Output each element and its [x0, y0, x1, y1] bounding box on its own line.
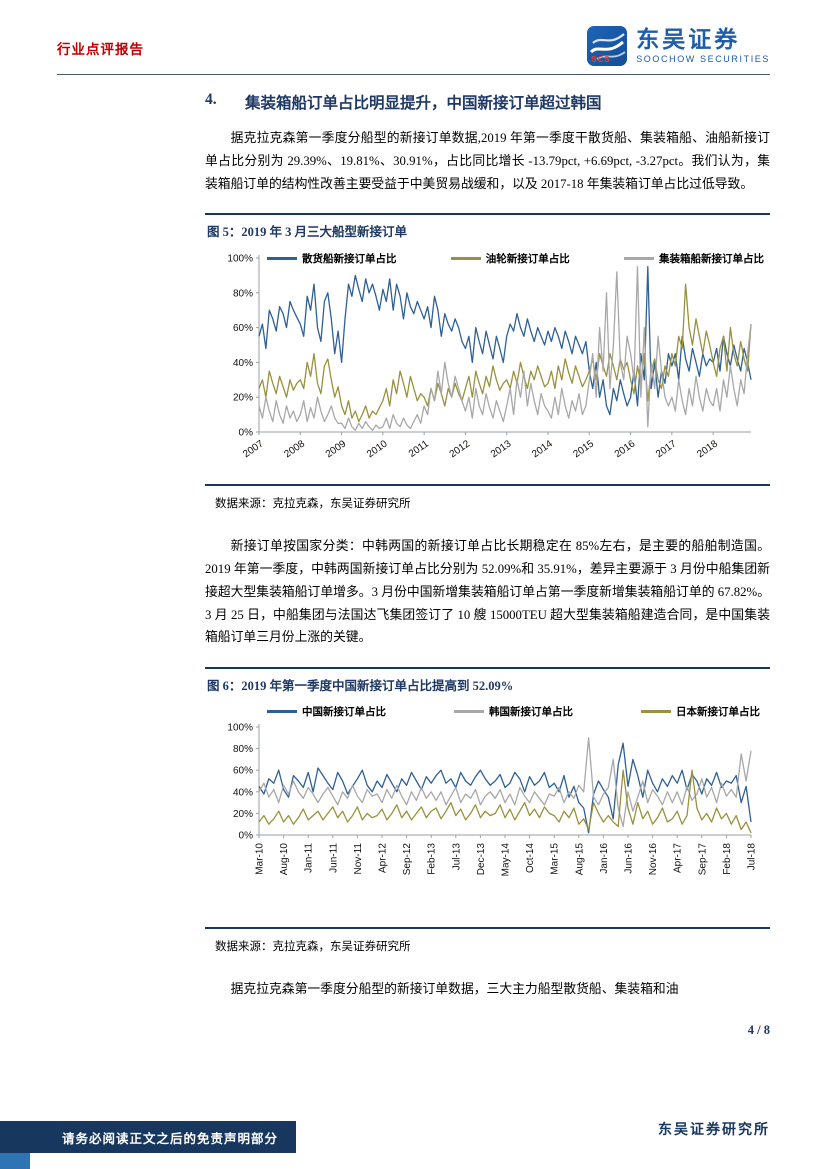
- svg-text:Nov-11: Nov-11: [353, 843, 364, 875]
- svg-text:Aug-15: Aug-15: [574, 843, 585, 876]
- legend-item: 中国新接订单占比: [267, 704, 386, 719]
- svg-text:Mar-10: Mar-10: [255, 843, 266, 875]
- legend-line-swatch: [624, 257, 654, 261]
- legend-line-swatch: [454, 710, 484, 714]
- svg-text:2012: 2012: [448, 438, 473, 460]
- svg-text:2016: 2016: [613, 438, 638, 460]
- svg-text:Feb-13: Feb-13: [427, 843, 438, 875]
- paragraph-2: 新接订单按国家分类：中韩两国的新接订单占比长期稳定在 85%左右，是主要的船舶制…: [205, 539, 770, 645]
- figure5-plot: 0% 20% 40% 60% 80% 100% 2007 2008 2009 2010 2011 20…: [209, 248, 770, 476]
- svg-text:40%: 40%: [233, 787, 253, 798]
- disclaimer-bar: 请务必阅读正文之后的免责声明部分: [0, 1121, 296, 1153]
- svg-text:20%: 20%: [233, 393, 253, 404]
- legend-item: 集装箱船新接订单占比: [624, 251, 764, 266]
- logo-letters: SCS: [591, 55, 611, 64]
- legend-label: 中国新接订单占比: [302, 706, 386, 719]
- svg-text:2013: 2013: [489, 438, 514, 460]
- svg-text:Jul-13: Jul-13: [451, 843, 462, 871]
- svg-text:2008: 2008: [282, 438, 307, 460]
- institute-label: 东吴证券研究所: [658, 1123, 770, 1138]
- report-type-label: 行业点评报告: [57, 42, 144, 57]
- figure5-chart: 散货船新接订单占比 油轮新接订单占比 集装箱船新接订单占比 0% 20% 40% 60% 8…: [209, 248, 770, 476]
- svg-text:2007: 2007: [241, 438, 266, 460]
- legend-line-swatch: [641, 710, 671, 714]
- section-title-text: 集装箱船订单占比明显提升，中国新接订单超过韩国: [245, 95, 602, 112]
- svg-text:Oct-14: Oct-14: [525, 843, 536, 873]
- figure6-plot: 0% 20% 40% 60% 80% 100% Mar-10 Aug-10 Jan-11 Jun-…: [209, 721, 770, 919]
- legend-label: 集装箱船新接订单占比: [659, 253, 764, 266]
- legend-label: 日本新接订单占比: [676, 706, 760, 719]
- svg-text:May-14: May-14: [501, 843, 512, 877]
- svg-text:Jun-11: Jun-11: [328, 843, 339, 873]
- figure5-legend: 散货船新接订单占比 油轮新接订单占比 集装箱船新接订单占比: [267, 251, 764, 266]
- svg-text:0%: 0%: [239, 428, 254, 439]
- soochow-logo-icon: SCS: [587, 26, 628, 66]
- legend-item: 韩国新接订单占比: [454, 704, 573, 719]
- svg-text:100%: 100%: [227, 254, 253, 265]
- figure-5: 图 5：2019 年 3 月三大船型新接订单 散货船新接订单占比 油轮新接订单占比…: [205, 213, 770, 487]
- header-divider: [57, 74, 770, 75]
- page-header: 行业点评报告 SCS 东吴证券 SOOCHOW SECURITIES: [0, 0, 827, 74]
- legend-label: 韩国新接订单占比: [489, 706, 573, 719]
- svg-text:Dec-13: Dec-13: [476, 843, 487, 876]
- svg-text:Nov-16: Nov-16: [648, 843, 659, 876]
- svg-text:Apr-12: Apr-12: [378, 843, 389, 873]
- figure5-title: 图 5：2019 年 3 月三大船型新接订单: [207, 225, 408, 240]
- svg-text:20%: 20%: [233, 809, 253, 820]
- legend-line-swatch: [267, 710, 297, 714]
- legend-label: 散货船新接订单占比: [302, 253, 397, 266]
- svg-text:Aug-10: Aug-10: [279, 843, 290, 876]
- figure-6: 图 6：2019 年第一季度中国新接订单占比提高到 52.09% 中国新接订单占…: [205, 667, 770, 930]
- svg-text:80%: 80%: [233, 289, 253, 300]
- svg-text:Mar-15: Mar-15: [550, 843, 561, 875]
- brand-name-en: SOOCHOW SECURITIES: [636, 54, 770, 65]
- svg-text:40%: 40%: [233, 358, 253, 369]
- svg-text:2010: 2010: [365, 438, 390, 460]
- svg-text:2009: 2009: [324, 438, 349, 460]
- svg-text:2011: 2011: [407, 438, 431, 460]
- report-body: 4. 集装箱船订单占比明显提升，中国新接订单超过韩国 据克拉克森第一季度分船型的…: [205, 91, 770, 1038]
- figure6-source-note: 数据来源：克拉克森，东吴证券研究所: [215, 941, 411, 954]
- svg-text:100%: 100%: [227, 723, 253, 734]
- svg-text:Jan-11: Jan-11: [304, 843, 315, 873]
- svg-text:Sep-12: Sep-12: [402, 843, 413, 876]
- svg-text:2014: 2014: [530, 438, 555, 460]
- svg-text:60%: 60%: [233, 766, 253, 777]
- svg-text:2017: 2017: [654, 438, 679, 460]
- legend-item: 散货船新接订单占比: [267, 251, 397, 266]
- brand-name-cn: 东吴证券: [636, 26, 741, 52]
- svg-text:Apr-17: Apr-17: [673, 843, 684, 873]
- page-number: 4 / 8: [747, 1022, 770, 1037]
- svg-text:2018: 2018: [695, 438, 720, 460]
- legend-line-swatch: [267, 257, 297, 261]
- brand: SCS 东吴证券 SOOCHOW SECURITIES: [587, 26, 770, 66]
- paragraph-1: 据克拉克森第一季度分船型的新接订单数据,2019 年第一季度干散货船、集装箱船、…: [205, 131, 770, 191]
- svg-text:0%: 0%: [239, 831, 254, 842]
- legend-item: 油轮新接订单占比: [450, 251, 570, 266]
- legend-line-swatch: [450, 257, 481, 261]
- corner-accent-decoration: [0, 1153, 30, 1169]
- figure5-source-note: 数据来源：克拉克森，东吴证券研究所: [215, 498, 411, 511]
- svg-text:Feb-18: Feb-18: [722, 843, 733, 875]
- section-title: 4. 集装箱船订单占比明显提升，中国新接订单超过韩国: [205, 91, 770, 113]
- legend-item: 日本新接订单占比: [641, 704, 760, 719]
- section-number: 4.: [205, 91, 217, 108]
- figure6-chart: 中国新接订单占比 韩国新接订单占比 日本新接订单占比 0% 20% 40% 60% 80% 1…: [209, 704, 770, 919]
- svg-text:80%: 80%: [233, 744, 253, 755]
- svg-text:Jul-18: Jul-18: [747, 843, 758, 871]
- figure6-title: 图 6：2019 年第一季度中国新接订单占比提高到 52.09%: [207, 679, 514, 694]
- figure6-legend: 中国新接订单占比 韩国新接订单占比 日本新接订单占比: [267, 704, 760, 719]
- svg-text:Jun-16: Jun-16: [624, 843, 635, 874]
- svg-text:Jan-16: Jan-16: [599, 843, 610, 874]
- svg-text:2015: 2015: [571, 438, 596, 460]
- svg-text:60%: 60%: [233, 323, 253, 334]
- paragraph-3: 据克拉克森第一季度分船型的新接订单数据，三大主力船型散货船、集装箱和油: [230, 982, 679, 997]
- svg-text:Sep-17: Sep-17: [697, 843, 708, 876]
- legend-label: 油轮新接订单占比: [485, 253, 570, 266]
- brand-text: 东吴证券 SOOCHOW SECURITIES: [636, 26, 770, 65]
